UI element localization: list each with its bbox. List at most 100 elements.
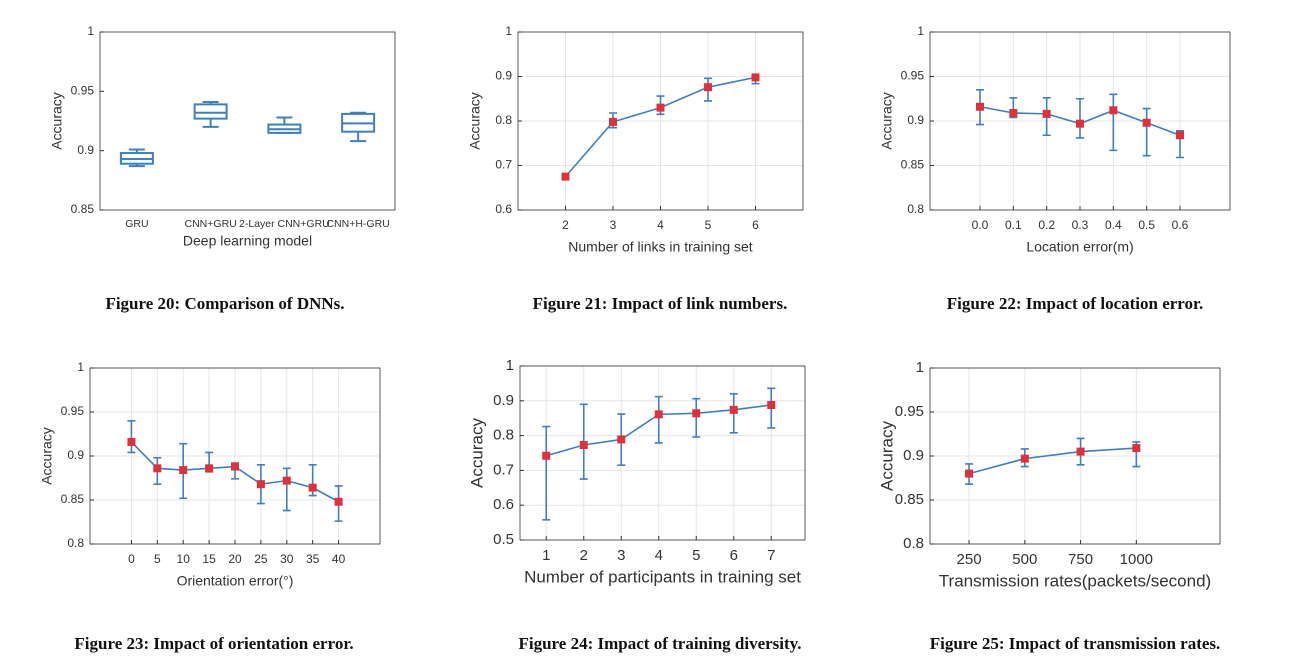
data-point [334,497,343,506]
data-point [1132,444,1141,453]
x-tick-label: 3 [617,547,625,564]
caption: Figure 24: Impact of training diversity. [519,634,802,653]
plot-frame [929,31,1231,211]
y-tick-label: 0.5 [493,531,514,548]
plot-frame [89,367,381,545]
y-tick-label: 0.9 [493,392,514,409]
x-tick-label: 5 [705,218,712,232]
y-tick-label: 1 [87,24,94,38]
x-tick-label: CNN+GRU [185,218,237,230]
data-point [1076,447,1085,456]
y-tick-label: 0.95 [61,404,85,418]
y-tick-label: 0.85 [71,202,95,216]
x-tick-label: 0.5 [1138,218,1155,232]
chart-panel: 0.8 0.85 0.9 0.95 1 250 500 750 1000 Transmission… [877,359,1221,590]
y-tick-label: 0.95 [901,69,925,83]
y-tick-label: 0.9 [907,113,924,127]
chart-panel: 0.8 0.85 0.9 0.95 1 0.0 0.1 0.2 0.3 0.4 0.5 0.6 Loca… [879,24,1231,255]
x-tick-label: 250 [957,551,982,568]
y-tick-label: 1 [505,24,512,38]
data-point [231,462,239,471]
data-point [609,117,617,126]
data-point [729,405,738,414]
y-axis-title: Accuracy [877,421,896,491]
x-tick-label: 1 [542,547,550,564]
x-axis-title: Location error(m) [1026,239,1133,255]
x-tick-label: 0.0 [972,218,989,232]
error-bar [1142,107,1151,157]
y-axis-title: Accuracy [467,418,486,488]
data-point [965,469,974,478]
x-tick-label: 0.3 [1072,218,1089,232]
y-tick-label: 0.7 [495,158,512,172]
data-point [542,451,551,460]
data-point [704,83,712,92]
data-point [1176,131,1184,140]
x-tick-label: 5 [154,552,161,566]
error-bar [127,420,136,454]
x-tick-label: 40 [332,552,346,566]
chart-panel: 0.6 0.7 0.8 0.9 1 2 3 4 5 6 Number of links in tra… [467,24,804,255]
data-point [1009,108,1018,117]
error-bar [1076,97,1084,139]
data-point [751,73,760,82]
y-tick-label: 0.9 [77,143,94,157]
x-tick-label: 1000 [1120,551,1153,568]
data-point [656,103,665,112]
y-tick-label: 0.85 [61,492,85,506]
data-point [256,480,265,489]
x-tick-label: 0.6 [1172,218,1189,232]
y-tick-label: 0.9 [903,447,924,464]
x-tick-label: 3 [610,218,617,232]
data-point [153,464,162,473]
x-tick-label: 2 [562,218,569,232]
x-axis-title: Orientation error(°) [177,573,294,589]
y-tick-label: 0.95 [71,84,95,98]
data-point [1042,109,1051,118]
caption: Figure 25: Impact of transmission rates. [930,634,1221,653]
data-point [1076,119,1084,128]
x-tick-label: 0.2 [1038,218,1055,232]
x-tick-label: CNN+H-GRU [326,218,389,230]
caption: Figure 22: Impact of location error. [947,294,1204,313]
x-axis-title: Deep learning model [183,233,312,249]
error-bar [542,425,551,521]
y-tick-label: 0.8 [495,113,512,127]
x-tick-label: 20 [228,552,242,566]
x-tick-label: 15 [202,552,216,566]
x-tick-label: 30 [280,552,294,566]
data-line [968,447,1137,475]
y-tick-label: 0.8 [493,427,514,444]
error-bar [1109,93,1118,152]
y-tick-label: 0.9 [67,448,84,462]
y-tick-label: 0.8 [903,535,924,552]
plot-frame [99,31,396,211]
y-tick-label: 0.9 [495,69,512,83]
x-tick-label: 2 [580,547,588,564]
x-tick-label: 6 [730,547,738,564]
x-tick-label: 35 [306,552,320,566]
y-tick-label: 0.85 [895,491,924,508]
box-whisker [350,131,367,143]
y-tick-label: 1 [77,360,84,374]
data-point [767,400,776,409]
plot-frame [517,31,804,211]
caption: Figure 21: Impact of link numbers. [533,294,788,313]
x-tick-label: 5 [692,547,700,564]
data-point [1142,118,1151,127]
x-tick-label: 4 [657,218,664,232]
data-point [654,410,663,419]
data-point [561,172,570,181]
chart-panel: 0.5 0.6 0.7 0.8 0.9 1 1 2 3 4 5 6 7 Number of partici… [467,357,806,586]
x-tick-label: 6 [752,218,759,232]
y-tick-label: 1 [917,24,924,38]
chart-panel: 0.85 0.9 0.95 1 GRU CNN+GRU 2-Layer CNN+GRUCNN… [49,24,396,249]
error-bar [692,397,701,438]
y-tick-label: 0.6 [493,496,514,513]
box-whisker [202,118,219,128]
data-point [692,409,701,418]
x-tick-label: 25 [254,552,268,566]
data-point [1109,106,1118,115]
error-bar [654,395,663,444]
